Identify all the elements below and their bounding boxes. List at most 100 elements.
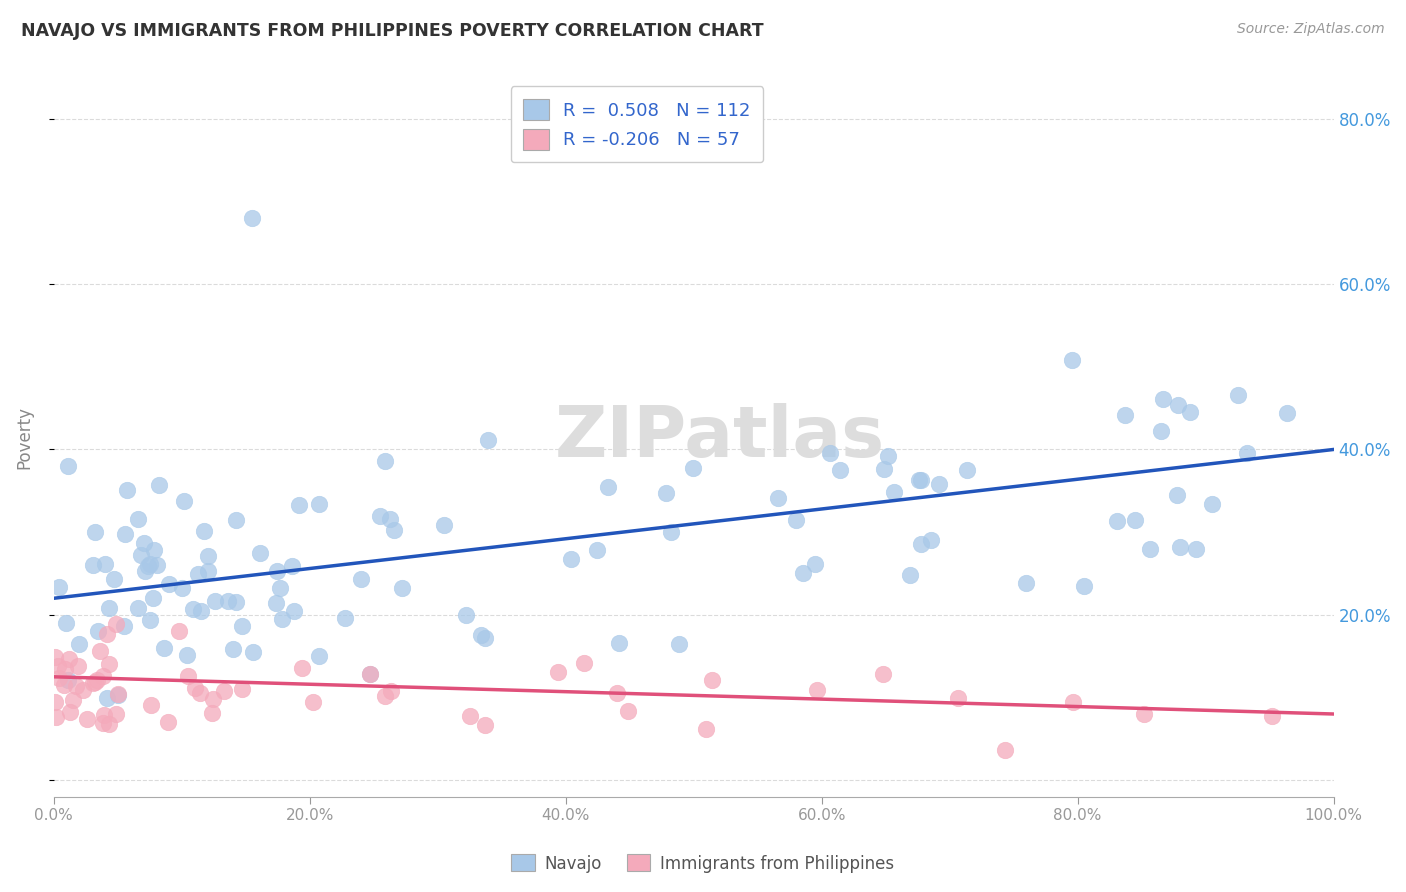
Point [280,558,302,573]
Point [460,708,482,723]
Point [201,706,224,720]
Point [187,566,209,581]
Point [454,608,477,623]
Point [127,511,149,525]
Point [96,627,118,641]
Point [240,211,263,225]
Point [46,659,69,673]
Point [1073,579,1095,593]
Point [221,641,243,656]
Point [65,679,87,693]
Point [1060,353,1083,368]
Point [139,558,162,572]
Point [368,509,391,524]
Point [188,686,211,700]
Point [655,486,678,500]
Point [792,566,814,581]
Point [1170,540,1192,554]
Point [335,611,357,625]
Point [1150,424,1173,438]
Point [1261,709,1284,723]
Point [103,572,125,586]
Point [190,604,212,618]
Point [143,542,166,557]
Point [956,463,979,477]
Point [785,512,807,526]
Point [146,558,169,572]
Point [112,619,135,633]
Point [62,692,84,706]
Point [157,576,180,591]
Point [1185,541,1208,556]
Point [107,688,129,702]
Point [172,581,194,595]
Point [474,718,496,732]
Point [249,546,271,560]
Point [391,581,413,595]
Point [76,712,98,726]
Point [66,659,89,673]
Point [606,685,628,699]
Point [659,524,682,539]
Point [93,715,115,730]
Point [91,669,114,683]
Point [197,564,219,578]
Point [1133,706,1156,721]
Point [910,473,932,487]
Point [127,601,149,615]
Point [139,613,162,627]
Point [89,644,111,658]
Point [598,480,620,494]
Point [883,485,905,500]
Point [572,657,595,671]
Point [225,595,247,609]
Point [193,524,215,538]
Point [291,661,314,675]
Point [828,463,851,477]
Point [877,449,900,463]
Point [1062,695,1084,709]
Point [167,624,190,639]
Point [818,446,841,460]
Point [928,477,950,491]
Point [374,453,396,467]
Point [44,649,66,664]
Point [1227,387,1250,401]
Point [432,518,454,533]
Point [617,704,640,718]
Point [173,493,195,508]
Point [136,559,159,574]
Point [359,667,381,681]
Point [142,591,165,605]
Point [1166,488,1188,502]
Point [48,580,70,594]
Y-axis label: Poverty: Poverty [15,406,32,468]
Point [1201,497,1223,511]
Point [157,715,180,730]
Point [225,513,247,527]
Point [197,549,219,564]
Point [1105,515,1128,529]
Point [359,667,381,681]
Point [1015,575,1038,590]
Point [97,657,120,672]
Point [898,568,921,582]
Point [470,628,492,642]
Point [382,523,405,537]
Point [269,581,291,595]
Point [283,605,305,619]
Text: ZIPatlas: ZIPatlas [554,402,884,472]
Point [181,602,204,616]
Point [474,632,496,646]
Point [148,478,170,492]
Point [87,624,110,638]
Point [96,691,118,706]
Point [44,695,66,709]
Point [695,722,717,736]
Point [98,601,121,615]
Point [806,682,828,697]
Point [56,673,79,688]
Point [177,669,200,683]
Point [873,462,896,476]
Point [107,687,129,701]
